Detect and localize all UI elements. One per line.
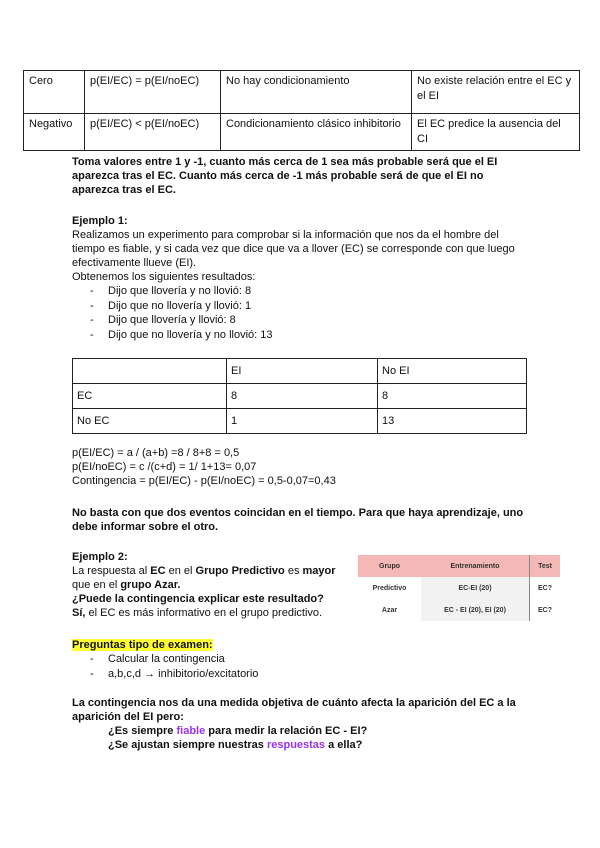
- heading: Ejemplo 1:: [72, 215, 128, 227]
- text: Grupo Predictivo: [195, 565, 285, 577]
- paragraph: La contingencia nos da una medida objeti…: [72, 697, 516, 723]
- text: que en el: [72, 579, 121, 591]
- cell: No existe relación entre el EC y el EI: [411, 70, 580, 114]
- table-row: EC 8 8: [72, 383, 527, 409]
- final-section: La contingencia nos da una medida objeti…: [72, 696, 542, 752]
- question: ¿Es siempre fiable para medir la relació…: [108, 724, 542, 738]
- cell: EC?: [529, 599, 560, 621]
- text: el EC es más informativo en el grupo pre…: [85, 607, 323, 619]
- formulas: p(EI/EC) = a / (a+b) =8 / 8+8 = 0,5 p(EI…: [72, 446, 336, 488]
- cell: No EI: [377, 358, 527, 384]
- cell: 8: [377, 383, 527, 409]
- list-item: Dijo que llovería y llovió: 8: [90, 313, 532, 328]
- cell: EC: [72, 383, 227, 409]
- cell: Azar: [381, 606, 398, 614]
- text: ¿Se ajustan siempre nuestras: [108, 739, 267, 751]
- table-row: EI No EI: [72, 358, 527, 384]
- formula: p(EI/EC) = a / (a+b) =8 / 8+8 = 0,5: [72, 447, 240, 459]
- paragraph: La respuesta al EC en el Grupo Predictiv…: [72, 564, 357, 578]
- cell: [72, 358, 227, 384]
- cell: El EC predice la ausencia del CI: [411, 113, 580, 151]
- table-row: Cero p(EI/EC) = p(EI/noEC) No hay condic…: [23, 70, 580, 114]
- cell: Entrenamiento: [421, 555, 530, 577]
- cell: 1: [226, 408, 378, 434]
- list-item: Dijo que llovería y no llovió: 8: [90, 284, 532, 299]
- paragraph: Obtenemos los siguientes resultados:: [72, 271, 256, 283]
- paragraph: que en el grupo Azar.: [72, 578, 357, 592]
- formula: p(EI/noEC) = c /(c+d) = 1/ 1+13= 0,07: [72, 461, 257, 473]
- results-table: EI No EI EC 8 8 No EC 1 13: [72, 358, 527, 434]
- cell: Test: [529, 555, 560, 577]
- heading: Preguntas tipo de examen:: [72, 639, 213, 651]
- list-item: Dijo que no llovería y no llovió: 13: [90, 328, 532, 343]
- text: a ella?: [325, 739, 363, 751]
- table-row: No EC 1 13: [72, 408, 527, 434]
- list-item: a,b,c,d → inhibitorio/excitatorio: [90, 667, 258, 682]
- cell: p(EI/EC) = p(EI/noEC): [84, 70, 221, 114]
- text: respuestas: [266, 739, 326, 751]
- cell: Grupo: [358, 555, 421, 577]
- cell: 8: [226, 383, 378, 409]
- text: para medir la relación EC - EI?: [205, 725, 368, 737]
- question: ¿Se ajustan siempre nuestras respuestas …: [108, 738, 542, 752]
- text: fiable: [176, 725, 206, 737]
- table-row: Predictivo EC-EI (20) EC?: [358, 577, 560, 599]
- paragraph-range: Toma valores entre 1 y -1, cuanto más ce…: [72, 156, 498, 196]
- text: ¿Es siempre: [108, 725, 177, 737]
- cell: p(EI/EC) < p(EI/noEC): [84, 113, 221, 151]
- cell: 13: [377, 408, 527, 434]
- contingency-types-table: Cero p(EI/EC) = p(EI/noEC) No hay condic…: [23, 70, 580, 151]
- exam-questions: Preguntas tipo de examen: Calcular la co…: [72, 638, 258, 681]
- text: grupo Azar.: [120, 579, 181, 591]
- cell: No EC: [72, 408, 227, 434]
- cell: Condicionamiento clásico inhibitorio: [220, 113, 412, 151]
- cell: Cero: [23, 70, 85, 114]
- cell: EC?: [529, 577, 560, 599]
- table-row: Azar EC - EI (20), EI (20) EC?: [358, 599, 560, 621]
- paragraph-learning: No basta con que dos eventos coincidan e…: [72, 507, 524, 533]
- answer: Sí, el EC es más informativo en el grupo…: [72, 606, 357, 620]
- list-item: Calcular la contingencia: [90, 652, 258, 667]
- table-row: Grupo Entrenamiento Test: [358, 555, 560, 577]
- example-1: Ejemplo 1: Realizamos un experimento par…: [72, 214, 532, 342]
- groups-table: Grupo Entrenamiento Test Predictivo EC-EI (…: [358, 555, 560, 621]
- cell: No hay condicionamiento: [220, 70, 412, 114]
- table-row: Negativo p(EI/EC) < p(EI/noEC) Condicion…: [23, 113, 580, 151]
- text: mayor: [302, 565, 336, 577]
- cell: EC - EI (20), EI (20): [421, 599, 530, 621]
- paragraph: Realizamos un experimento para comprobar…: [72, 229, 515, 269]
- example-2: Ejemplo 2: La respuesta al EC en el Grup…: [72, 550, 357, 620]
- cell: Predictivo: [372, 584, 407, 592]
- text: es: [284, 565, 303, 577]
- heading: Ejemplo 2:: [72, 551, 128, 563]
- text: Sí,: [72, 607, 86, 619]
- text: EC: [150, 565, 166, 577]
- text: La respuesta al: [72, 565, 151, 577]
- list-item: Dijo que no llovería y llovió: 1: [90, 299, 532, 314]
- text: en el: [165, 565, 196, 577]
- cell: Negativo: [23, 113, 85, 151]
- cell: EC-EI (20): [421, 577, 530, 599]
- cell: EI: [226, 358, 378, 384]
- formula: Contingencia = p(EI/EC) - p(EI/noEC) = 0…: [72, 475, 336, 487]
- question: ¿Puede la contingencia explicar este res…: [72, 593, 324, 605]
